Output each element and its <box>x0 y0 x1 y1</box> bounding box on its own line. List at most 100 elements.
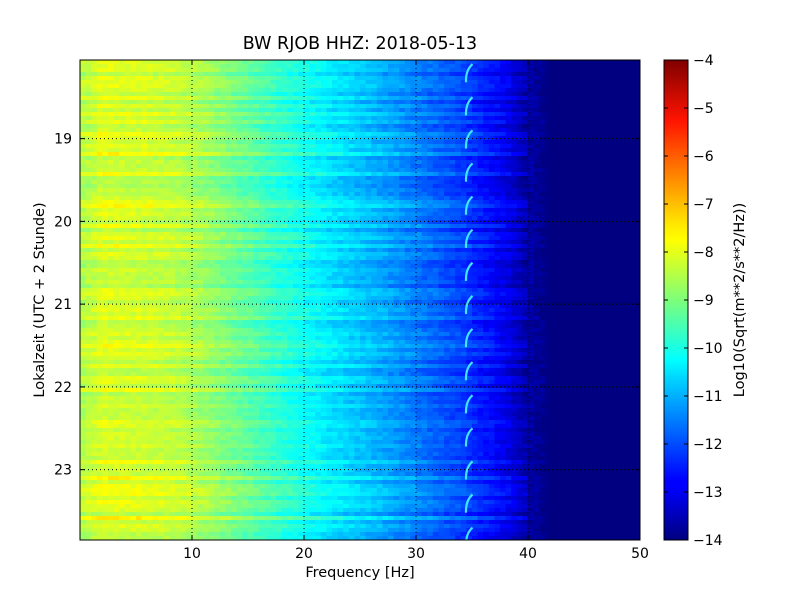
heatmap-cell <box>623 132 630 137</box>
heatmap-cell <box>360 60 367 65</box>
heatmap-cell <box>180 80 187 85</box>
heatmap-cell <box>600 216 607 221</box>
heatmap-cell <box>231 80 238 85</box>
heatmap-cell <box>460 152 467 157</box>
heatmap-cell <box>550 204 557 209</box>
heatmap-cell <box>332 220 339 225</box>
heatmap-cell <box>220 140 227 145</box>
heatmap-cell <box>416 180 423 185</box>
heatmap-cell <box>102 160 109 165</box>
heatmap-cell <box>438 116 445 121</box>
heatmap-cell <box>472 104 479 109</box>
heatmap-cell <box>337 240 344 245</box>
heatmap-cell <box>567 140 574 145</box>
heatmap-cell <box>382 112 389 117</box>
heatmap-cell <box>483 192 490 197</box>
heatmap-cell <box>203 116 210 121</box>
heatmap-cell <box>494 92 501 97</box>
heatmap-cell <box>309 240 316 245</box>
heatmap-cell <box>309 248 316 253</box>
heatmap-cell <box>152 68 159 73</box>
heatmap-cell <box>124 104 131 109</box>
heatmap-cell <box>595 104 602 109</box>
heatmap-cell <box>578 236 585 241</box>
heatmap-cell <box>477 148 484 153</box>
heatmap-cell <box>220 228 227 233</box>
heatmap-cell <box>164 92 171 97</box>
heatmap-cell <box>248 240 255 245</box>
heatmap-cell <box>337 168 344 173</box>
heatmap-cell <box>298 256 305 261</box>
heatmap-cell <box>628 228 635 233</box>
heatmap-cell <box>259 124 266 129</box>
heatmap-cell <box>466 252 473 257</box>
heatmap-cell <box>108 164 115 169</box>
heatmap-cell <box>466 104 473 109</box>
heatmap-cell <box>108 112 115 117</box>
heatmap-cell <box>186 200 193 205</box>
heatmap-cell <box>236 80 243 85</box>
heatmap-cell <box>276 128 283 133</box>
heatmap-cell <box>298 120 305 125</box>
heatmap-cell <box>584 76 591 81</box>
heatmap-cell <box>544 84 551 89</box>
heatmap-cell <box>180 212 187 217</box>
heatmap-cell <box>460 180 467 185</box>
heatmap-cell <box>270 200 277 205</box>
heatmap-cell <box>108 168 115 173</box>
heatmap-cell <box>130 176 137 181</box>
heatmap-cell <box>550 172 557 177</box>
heatmap-cell <box>522 236 529 241</box>
heatmap-cell <box>595 216 602 221</box>
heatmap-cell <box>623 228 630 233</box>
heatmap-cell <box>567 192 574 197</box>
heatmap-cell <box>136 108 143 113</box>
heatmap-cell <box>528 204 535 209</box>
heatmap-cell <box>326 64 333 69</box>
heatmap-cell <box>197 84 204 89</box>
heatmap-cell <box>175 124 182 129</box>
heatmap-cell <box>231 252 238 257</box>
heatmap-cell <box>332 68 339 73</box>
heatmap-cell <box>522 156 529 161</box>
heatmap-cell <box>231 88 238 93</box>
heatmap-cell <box>516 80 523 85</box>
heatmap-cell <box>136 188 143 193</box>
heatmap-cell <box>421 216 428 221</box>
heatmap-cell <box>449 76 456 81</box>
heatmap-cell <box>455 120 462 125</box>
heatmap-cell <box>102 92 109 97</box>
heatmap-cell <box>236 208 243 213</box>
heatmap-cell <box>460 208 467 213</box>
heatmap-cell <box>516 168 523 173</box>
heatmap-cell <box>326 72 333 77</box>
heatmap-cell <box>505 180 512 185</box>
heatmap-cell <box>270 148 277 153</box>
heatmap-cell <box>404 100 411 105</box>
heatmap-cell <box>96 132 103 137</box>
heatmap-cell <box>533 144 540 149</box>
heatmap-cell <box>214 108 221 113</box>
heatmap-cell <box>617 152 624 157</box>
heatmap-cell <box>96 212 103 217</box>
heatmap-cell <box>281 228 288 233</box>
heatmap-cell <box>287 244 294 249</box>
heatmap-cell <box>343 68 350 73</box>
heatmap-cell <box>416 132 423 137</box>
heatmap-cell <box>556 172 563 177</box>
heatmap-cell <box>220 100 227 105</box>
heatmap-cell <box>102 144 109 149</box>
heatmap-cell <box>539 148 546 153</box>
heatmap-cell <box>147 76 154 81</box>
heatmap-cell <box>421 188 428 193</box>
heatmap-cell <box>287 140 294 145</box>
heatmap-cell <box>147 144 154 149</box>
heatmap-cell <box>96 124 103 129</box>
heatmap-cell <box>164 72 171 77</box>
heatmap-cell <box>315 72 322 77</box>
heatmap-cell <box>203 216 210 221</box>
heatmap-cell <box>85 144 92 149</box>
heatmap-cell <box>572 108 579 113</box>
heatmap-cell <box>472 120 479 125</box>
heatmap-cell <box>505 256 512 261</box>
